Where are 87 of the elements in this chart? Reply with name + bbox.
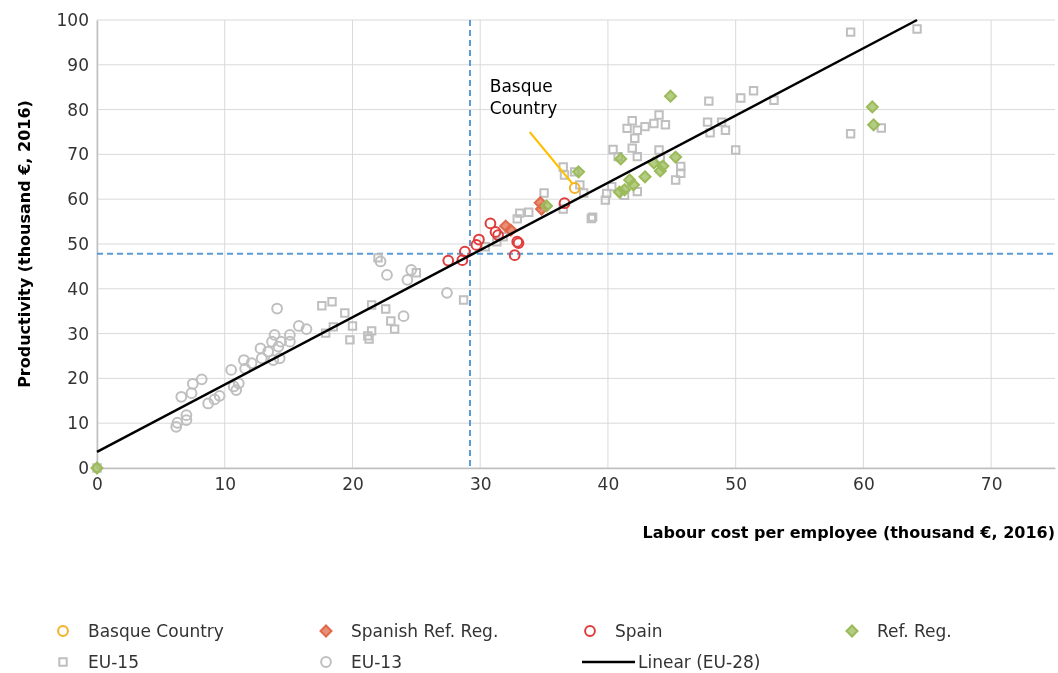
legend-label: EU-13 xyxy=(351,652,402,672)
point xyxy=(255,352,268,365)
point xyxy=(271,302,283,315)
x-tick-label: 0 xyxy=(92,474,103,495)
point xyxy=(268,329,281,341)
point xyxy=(865,100,879,114)
y-tick-label: 80 xyxy=(67,99,89,120)
point xyxy=(283,335,296,348)
x-tick-label: 50 xyxy=(725,474,747,495)
x-tick-label: 20 xyxy=(342,474,364,495)
point xyxy=(175,390,188,403)
point xyxy=(208,393,221,406)
point xyxy=(540,199,554,213)
point xyxy=(185,387,198,400)
y-tick-label: 60 xyxy=(67,189,89,210)
legend-label: Spain xyxy=(615,621,663,641)
point xyxy=(405,264,418,276)
point xyxy=(227,380,240,393)
y-tick-label: 30 xyxy=(67,323,89,344)
point xyxy=(230,384,243,396)
point xyxy=(232,377,245,390)
point xyxy=(614,152,628,166)
y-tick-label: 20 xyxy=(67,368,89,389)
point xyxy=(656,159,670,173)
point xyxy=(262,345,275,358)
point xyxy=(267,354,280,366)
point xyxy=(572,165,586,179)
point xyxy=(180,414,193,426)
point xyxy=(225,364,238,376)
point xyxy=(442,254,455,267)
point xyxy=(266,335,278,348)
point xyxy=(568,182,581,194)
y-tick-label: 40 xyxy=(67,278,89,299)
point xyxy=(273,352,286,365)
y-tick-label: 70 xyxy=(67,144,89,165)
point xyxy=(254,342,267,355)
point xyxy=(397,310,410,322)
point xyxy=(484,217,497,230)
y-tick-label: 50 xyxy=(67,233,89,254)
y-tick-label: 90 xyxy=(67,54,89,75)
point xyxy=(213,390,226,402)
point xyxy=(245,357,258,370)
point xyxy=(627,178,640,192)
point xyxy=(456,254,469,266)
point xyxy=(202,397,215,410)
legend-label: EU-15 xyxy=(88,652,139,672)
point xyxy=(473,233,485,246)
point xyxy=(470,239,483,251)
point xyxy=(300,323,313,335)
point xyxy=(381,269,393,281)
point xyxy=(441,286,453,299)
legend-label: Ref. Reg. xyxy=(877,621,952,641)
point xyxy=(867,118,881,132)
y-tick-label: 0 xyxy=(78,457,89,478)
x-tick-label: 60 xyxy=(853,474,875,495)
y-axis-title: Productivity (thousand €, 2016) xyxy=(15,100,34,388)
point xyxy=(275,335,287,348)
x-tick-label: 30 xyxy=(469,474,492,495)
legend-label: Linear (EU-28) xyxy=(638,652,761,672)
point xyxy=(618,183,632,197)
point xyxy=(638,170,652,184)
point xyxy=(401,273,414,286)
point xyxy=(180,409,193,422)
point xyxy=(238,354,250,366)
x-axis-title: Labour cost per employee (thousand €, 2016) xyxy=(642,523,1055,542)
point xyxy=(186,377,199,390)
point xyxy=(170,420,183,433)
x-tick-label: 40 xyxy=(597,474,620,495)
point xyxy=(508,249,521,262)
point xyxy=(272,340,285,353)
x-tick-label: 10 xyxy=(214,474,237,495)
point xyxy=(458,245,471,258)
point xyxy=(664,89,677,103)
legend-label: Spanish Ref. Reg. xyxy=(351,621,499,641)
y-tick-label: 10 xyxy=(67,413,89,434)
annotation: Basque Country xyxy=(489,76,558,118)
point xyxy=(239,362,252,375)
point xyxy=(171,416,184,429)
legend-label: Basque Country xyxy=(88,621,224,641)
point xyxy=(558,197,571,210)
point xyxy=(195,373,208,386)
point xyxy=(669,150,683,164)
point xyxy=(374,255,387,268)
y-tick-label: 100 xyxy=(56,9,89,30)
x-tick-label: 70 xyxy=(980,474,1003,495)
point xyxy=(292,320,305,332)
point xyxy=(283,329,296,341)
